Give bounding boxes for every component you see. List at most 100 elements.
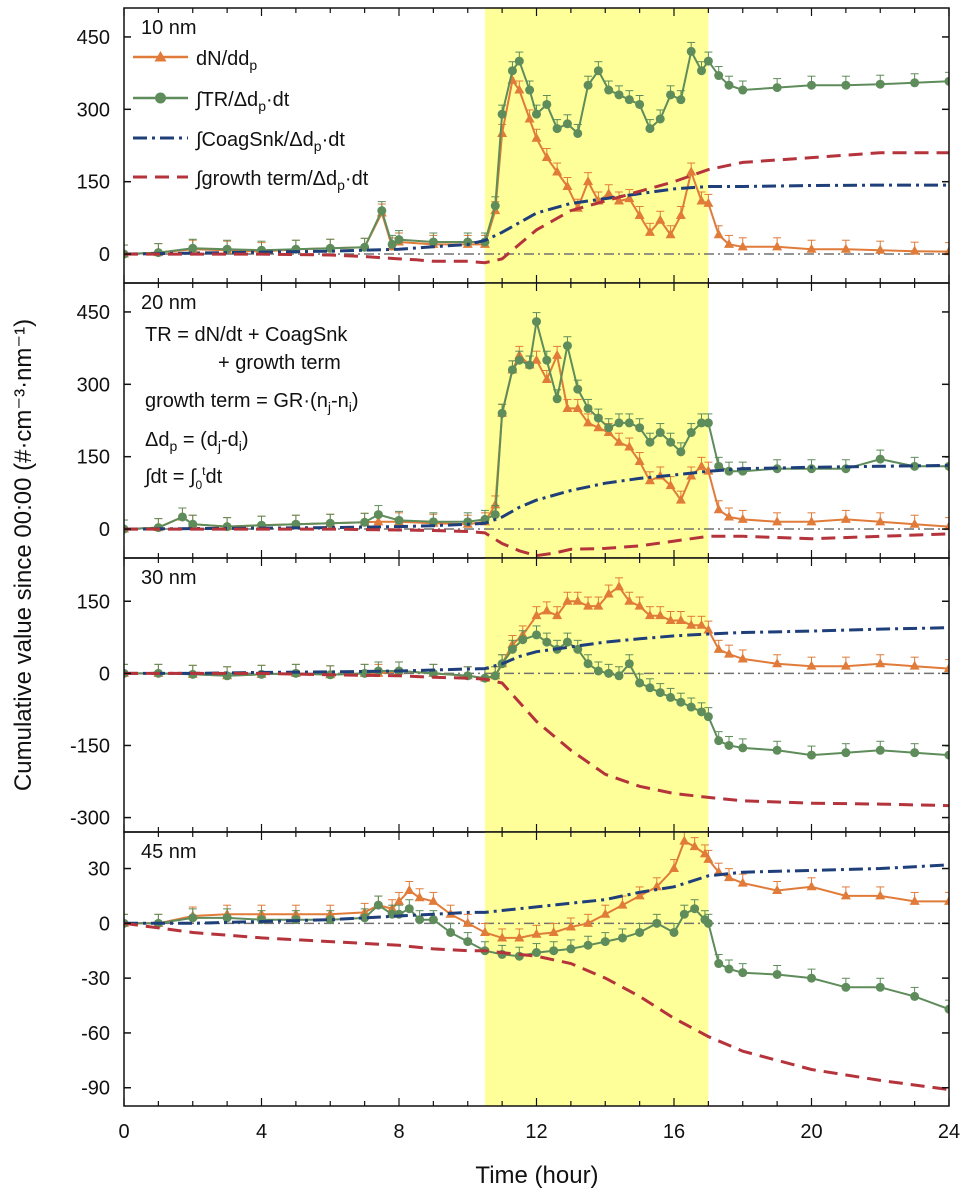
- data-point-circle: [875, 745, 885, 755]
- data-point-triangle: [703, 624, 714, 634]
- series-line-Growth: [124, 151, 949, 265]
- data-point-circle: [188, 913, 198, 923]
- data-point-triangle: [724, 872, 734, 882]
- data-point-circle: [542, 355, 552, 365]
- data-point-triangle: [614, 436, 624, 446]
- panel-10-nm: 0 150 300 450 10 nm: [77, 7, 950, 284]
- data-point-triangle: [703, 853, 714, 863]
- data-point-circle: [573, 128, 583, 138]
- data-point-triangle: [696, 195, 707, 205]
- x-axis-title: Time (hour): [475, 1162, 598, 1189]
- data-point-circle: [772, 745, 782, 755]
- data-point-circle: [772, 83, 782, 93]
- data-point-circle: [507, 66, 517, 76]
- data-point-circle: [617, 933, 627, 943]
- data-point-triangle: [514, 932, 525, 942]
- svg-text:∫CoagSnk/Δdp·dt: ∫CoagSnk/Δdp·dt: [195, 129, 345, 154]
- data-point-circle: [624, 418, 634, 428]
- data-point-triangle: [562, 402, 573, 412]
- data-point-triangle: [600, 908, 611, 918]
- data-point-circle: [593, 666, 603, 676]
- y-tick-label: 0: [99, 244, 110, 266]
- data-point-circle: [772, 969, 782, 979]
- data-point-circle: [666, 90, 676, 100]
- annotation-line-3: growth term = GR·(nj-ni): [145, 390, 359, 415]
- series-line-Coag: [124, 626, 949, 675]
- data-point-circle: [507, 644, 517, 654]
- data-point-triangle: [497, 932, 508, 942]
- data-point-circle: [714, 461, 724, 471]
- data-point-triangle: [944, 663, 949, 673]
- data-point-circle: [875, 982, 885, 992]
- data-point-circle: [669, 927, 679, 937]
- data-point-circle: [428, 915, 438, 925]
- svg-text:∫growth term/Δdp·dt: ∫growth term/Δdp·dt: [195, 168, 369, 193]
- data-point-circle: [593, 66, 603, 76]
- data-point-triangle: [634, 209, 645, 219]
- data-point-triangle: [703, 197, 714, 207]
- x-tick-label: 24: [938, 1121, 960, 1143]
- data-point-triangle: [665, 229, 676, 239]
- data-point-triangle: [724, 238, 734, 248]
- x-tick-label: 0: [118, 1121, 129, 1143]
- data-point-circle: [714, 736, 724, 746]
- y-tick-label: 150: [77, 591, 110, 613]
- legend-item-dNddp: dN/ddp: [133, 48, 257, 73]
- data-point-triangle: [603, 588, 614, 598]
- data-point-circle: [910, 991, 920, 1001]
- data-point-triangle: [675, 614, 686, 624]
- data-point-triangle: [675, 209, 686, 219]
- data-point-circle: [676, 697, 686, 707]
- data-point-triangle: [806, 881, 817, 891]
- data-point-triangle: [806, 516, 817, 526]
- data-point-circle: [703, 918, 713, 928]
- legend-item-Growth: ∫growth term/Δdp·dt: [133, 168, 369, 193]
- data-point-circle: [724, 466, 734, 476]
- data-point-circle: [360, 517, 370, 527]
- data-point-circle: [724, 80, 734, 90]
- data-point-triangle: [724, 511, 734, 521]
- data-point-circle: [738, 968, 748, 978]
- x-tick-label: 20: [800, 1121, 822, 1143]
- data-point-circle: [404, 904, 414, 914]
- data-point-circle: [841, 748, 851, 758]
- series-line-Coag: [124, 463, 949, 531]
- data-point-circle: [875, 454, 885, 464]
- legend-label: ∫growth term/Δd: [195, 168, 337, 190]
- data-point-triangle: [909, 245, 920, 255]
- legend: dN/ddp ∫TR/Δdp·dt ∫CoagSnk/Δdp·dt ∫growt…: [133, 48, 369, 193]
- equation-annotations: TR = dN/dt + CoagSnk + growth term growt…: [144, 324, 359, 492]
- data-point-circle: [222, 913, 232, 923]
- data-point-circle: [514, 355, 524, 365]
- data-point-triangle: [634, 600, 645, 610]
- data-point-triangle: [624, 193, 635, 203]
- data-point-circle: [910, 78, 920, 88]
- data-point-triangle: [541, 373, 552, 383]
- data-point-triangle: [651, 881, 662, 891]
- data-point-triangle: [655, 214, 666, 224]
- data-point-triangle: [737, 653, 748, 663]
- data-point-triangle: [562, 181, 573, 191]
- y-tick-label: -60: [81, 1023, 110, 1045]
- data-point-circle: [463, 237, 473, 247]
- data-point-triangle: [806, 243, 817, 253]
- legend-sub: p: [249, 57, 257, 73]
- data-point-triangle: [565, 921, 576, 931]
- data-point-circle: [655, 428, 665, 438]
- data-point-circle: [676, 95, 686, 105]
- data-point-circle: [604, 423, 614, 433]
- data-point-circle: [490, 510, 500, 520]
- data-point-triangle: [737, 877, 748, 887]
- data-point-circle: [583, 659, 593, 669]
- data-point-circle: [552, 124, 562, 134]
- data-point-triangle: [414, 892, 425, 902]
- data-point-circle: [655, 114, 665, 124]
- data-point-triangle: [531, 354, 542, 364]
- highlight-band: [484, 558, 709, 832]
- data-point-triangle: [552, 166, 563, 176]
- data-point-triangle: [373, 516, 384, 526]
- y-tick-label: 300: [77, 99, 110, 121]
- y-axis-title: Cumulative value since 00:00 (#·cm⁻³·nm⁻…: [10, 319, 37, 791]
- data-point-circle: [490, 201, 500, 211]
- data-point-circle: [542, 637, 552, 647]
